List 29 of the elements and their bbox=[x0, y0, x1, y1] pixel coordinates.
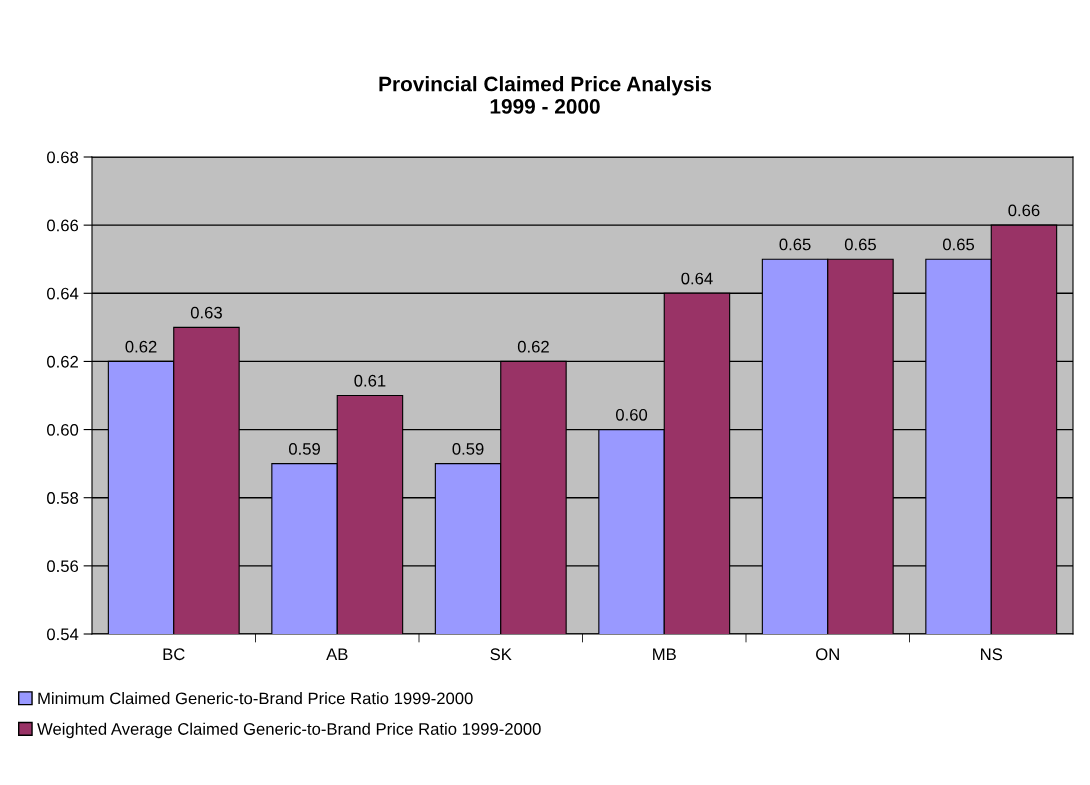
data-label: 0.63 bbox=[190, 306, 222, 319]
x-tick-label: SK bbox=[490, 648, 512, 661]
data-label: 0.66 bbox=[1008, 204, 1040, 217]
data-label: 0.61 bbox=[354, 374, 386, 387]
x-tick-label: BC bbox=[163, 648, 185, 661]
data-label: 0.62 bbox=[517, 340, 549, 353]
y-tick-label: 0.64 bbox=[47, 287, 79, 300]
legend-label: Minimum Claimed Generic-to-Brand Price Ratio 1999-2000 bbox=[38, 692, 473, 705]
y-tick-label: 0.66 bbox=[47, 219, 79, 232]
x-tick-label: MB bbox=[653, 648, 676, 660]
chart-title: Provincial Claimed Price Analysis 1999 - 2000 bbox=[379, 76, 712, 114]
y-tick-label: 0.62 bbox=[47, 355, 78, 368]
x-tick-label: ON bbox=[816, 648, 839, 661]
y-tick-label: 0.54 bbox=[47, 628, 79, 641]
x-tick-label: AB bbox=[326, 648, 348, 660]
y-tick-label: 0.68 bbox=[47, 151, 79, 164]
x-tick-label: NS bbox=[981, 648, 1003, 661]
data-label: 0.65 bbox=[942, 238, 975, 251]
legend-label: Weighted Average Claimed Generic-to-Brand Price Ratio 1999-2000 bbox=[37, 722, 541, 739]
data-label: 0.59 bbox=[288, 442, 320, 455]
data-label: 0.59 bbox=[452, 442, 484, 455]
y-tick-label: 0.60 bbox=[47, 423, 79, 436]
data-label: 0.65 bbox=[779, 238, 811, 251]
y-tick-label: 0.56 bbox=[47, 560, 79, 573]
data-label: 0.64 bbox=[681, 272, 713, 285]
data-label: 0.60 bbox=[615, 408, 648, 421]
y-tick-label: 0.58 bbox=[47, 492, 79, 504]
data-label: 0.65 bbox=[844, 238, 876, 251]
data-label: 0.62 bbox=[125, 340, 157, 353]
